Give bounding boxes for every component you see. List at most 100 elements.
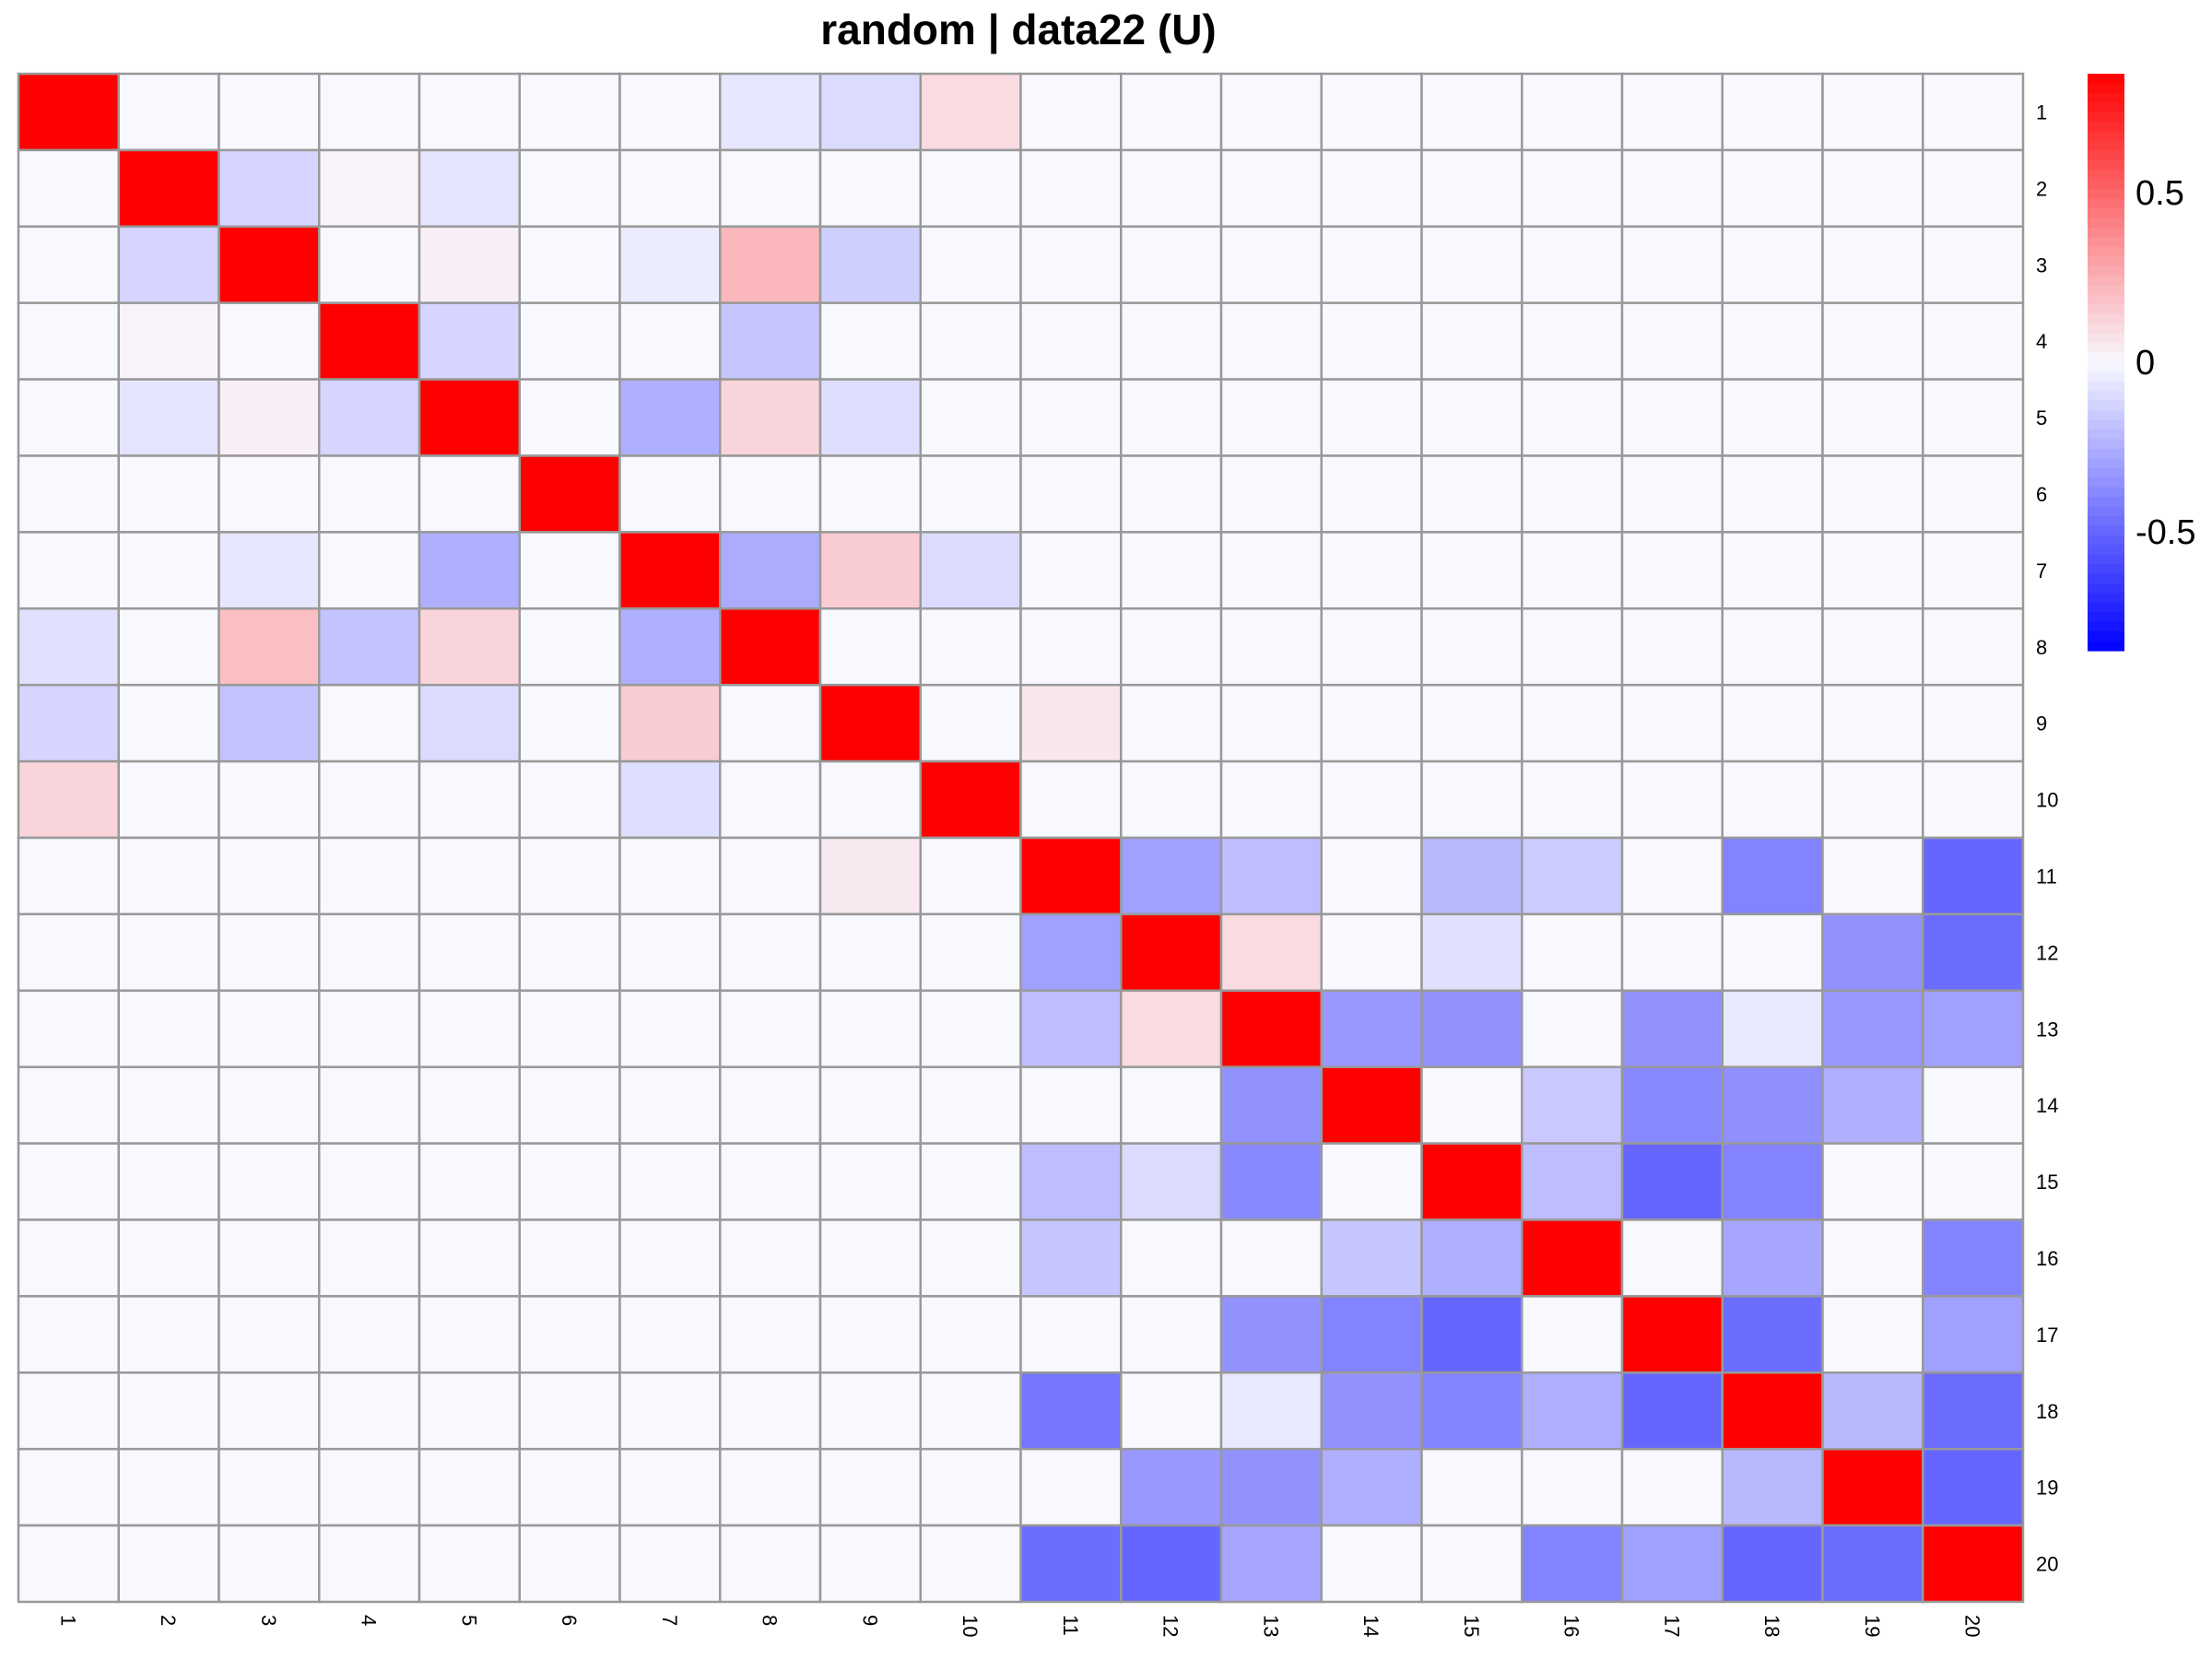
legend-gradient-segment: [2088, 487, 2124, 498]
heatmap-cell-r10-c15: [1420, 759, 1524, 840]
heatmap-cell-r4-c20: [1922, 301, 2025, 381]
heatmap-cell-r6-c2: [117, 454, 220, 534]
heatmap-cell-r19-c12: [1120, 1447, 1223, 1527]
heatmap-cell-r17-c6: [518, 1295, 621, 1374]
heatmap-cell-r14-c7: [618, 1065, 722, 1145]
heatmap-cell-r20-c8: [719, 1524, 822, 1604]
heatmap-cell-r9-c3: [218, 683, 321, 763]
heatmap-cell-r16-c7: [618, 1218, 722, 1298]
heatmap-cell-r2-c18: [1721, 148, 1824, 229]
heatmap-cell-r20-c7: [618, 1524, 722, 1604]
heatmap-cell-r7-c15: [1420, 531, 1524, 610]
column-tick-label: 2: [157, 1615, 180, 1626]
row-tick-label: 7: [2036, 559, 2047, 582]
column-tick-label: 5: [457, 1615, 480, 1626]
heatmap-cell-r4-c13: [1219, 301, 1323, 381]
legend-gradient-segment: [2088, 343, 2124, 354]
heatmap-cell-r16-c3: [218, 1218, 321, 1298]
heatmap-cell-r11-c11: [1019, 836, 1123, 916]
heatmap-cell-r5-c17: [1620, 378, 1724, 457]
legend-tick-label: 0: [2136, 344, 2155, 382]
row-tick-label: 8: [2036, 636, 2047, 659]
heatmap-cell-r14-c9: [818, 1065, 922, 1145]
heatmap-cell-r17-c19: [1821, 1295, 1924, 1374]
column-tick-label: 12: [1159, 1615, 1182, 1637]
row-tick-label: 16: [2036, 1247, 2058, 1270]
heatmap-cell-r6-c20: [1922, 454, 2025, 534]
row-tick-label: 1: [2036, 100, 2047, 124]
heatmap-cell-r20-c19: [1821, 1524, 1924, 1604]
heatmap-cell-r10-c14: [1320, 759, 1423, 840]
legend-gradient-segment: [2088, 227, 2124, 238]
heatmap-cell-r18-c17: [1620, 1371, 1724, 1451]
heatmap-cell-r19-c19: [1821, 1447, 1924, 1527]
heatmap-cell-r7-c8: [719, 531, 822, 610]
heatmap-cell-r14-c3: [218, 1065, 321, 1145]
heatmap-cell-r4-c4: [318, 301, 421, 381]
heatmap-cell-r7-c2: [117, 531, 220, 610]
heatmap-cell-r13-c9: [818, 989, 922, 1068]
heatmap-cell-r15-c2: [117, 1142, 220, 1221]
heatmap-cell-r6-c13: [1219, 454, 1323, 534]
heatmap-cell-r16-c4: [318, 1218, 421, 1298]
heatmap-cell-r9-c20: [1922, 683, 2025, 763]
heatmap-cell-r4-c14: [1320, 301, 1423, 381]
heatmap-cell-r17-c4: [318, 1295, 421, 1374]
heatmap-cell-r13-c13: [1219, 989, 1323, 1068]
heatmap-cell-r20-c10: [919, 1524, 1022, 1604]
row-tick-label: 12: [2036, 941, 2058, 964]
heatmap-cell-r1-c6: [518, 72, 621, 152]
heatmap-cell-r10-c20: [1922, 759, 2025, 840]
heatmap-cell-r11-c3: [218, 836, 321, 916]
heatmap-cell-r5-c12: [1120, 378, 1223, 457]
heatmap-cell-r16-c11: [1019, 1218, 1123, 1298]
heatmap-cell-r19-c17: [1620, 1447, 1724, 1527]
heatmap-cell-r14-c8: [719, 1065, 822, 1145]
heatmap-cell-r3-c18: [1721, 225, 1824, 304]
legend-gradient-segment: [2088, 525, 2124, 536]
heatmap-cell-r3-c17: [1620, 225, 1724, 304]
heatmap-cell-r9-c10: [919, 683, 1022, 763]
heatmap-cell-r2-c9: [818, 148, 922, 229]
heatmap-cell-r4-c1: [17, 301, 120, 381]
heatmap-cell-r3-c11: [1019, 225, 1123, 304]
heatmap-cell-r7-c11: [1019, 531, 1123, 610]
heatmap-cell-r17-c2: [117, 1295, 220, 1374]
row-tick-label: 11: [2036, 865, 2057, 888]
legend-gradient-segment: [2088, 400, 2124, 411]
heatmap-cell-r13-c15: [1420, 989, 1524, 1068]
heatmap-cell-r1-c18: [1721, 72, 1824, 152]
heatmap-cell-r10-c9: [818, 759, 922, 840]
heatmap-cell-r13-c6: [518, 989, 621, 1068]
heatmap-cell-r18-c15: [1420, 1371, 1524, 1451]
heatmap-cell-r4-c2: [117, 301, 220, 381]
legend-gradient-segment: [2088, 612, 2124, 623]
heatmap-cell-r8-c4: [318, 607, 421, 687]
heatmap-cell-r8-c9: [818, 607, 922, 687]
heatmap-cell-r11-c4: [318, 836, 421, 916]
heatmap-cell-r13-c20: [1922, 989, 2025, 1068]
heatmap-cell-r11-c16: [1521, 836, 1624, 916]
column-tick-label: 20: [1961, 1615, 1984, 1637]
heatmap-cell-r5-c13: [1219, 378, 1323, 457]
heatmap-cell-r1-c4: [318, 72, 421, 152]
heatmap-cell-r18-c19: [1821, 1371, 1924, 1451]
heatmap-cell-r13-c10: [919, 989, 1022, 1068]
legend-gradient-segment: [2088, 131, 2124, 142]
heatmap-cell-r3-c8: [719, 225, 822, 304]
heatmap-cell-r12-c6: [518, 912, 621, 993]
heatmap-cell-r1-c12: [1120, 72, 1223, 152]
heatmap-cell-r11-c13: [1219, 836, 1323, 916]
heatmap-cell-r6-c14: [1320, 454, 1423, 534]
row-tick-label: 18: [2036, 1400, 2058, 1423]
heatmap-cell-r1-c1: [17, 72, 120, 152]
heatmap-cell-r18-c12: [1120, 1371, 1223, 1451]
heatmap-cell-r16-c2: [117, 1218, 220, 1298]
legend-gradient-segment: [2088, 381, 2124, 392]
heatmap-cell-r13-c19: [1821, 989, 1924, 1068]
column-tick-label: 11: [1059, 1615, 1082, 1636]
column-tick-label: 15: [1460, 1615, 1483, 1637]
legend-gradient-segment: [2088, 467, 2124, 478]
heatmap-cell-r9-c14: [1320, 683, 1423, 763]
legend-gradient-segment: [2088, 276, 2124, 287]
